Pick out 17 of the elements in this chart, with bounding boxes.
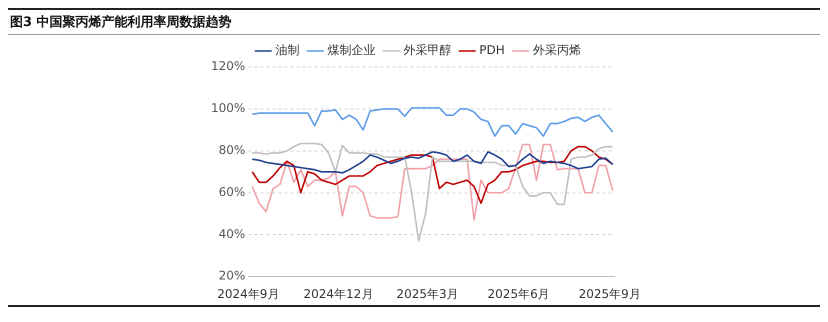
y-tick-label: 120% (210, 59, 246, 74)
y-tick-label: 80% (218, 142, 246, 157)
x-tick-label: 2024年9月 (217, 286, 280, 301)
y-tick-label: 100% (210, 101, 246, 116)
y-tick-label: 60% (218, 184, 246, 199)
y-tick-label: 20% (218, 268, 246, 283)
legend-label: 外采丙烯 (532, 43, 581, 58)
text: 图3 中国聚丙烯产能利用率周数据趋势 (8, 8, 820, 35)
x-tick-label: 2024年12月 (304, 286, 374, 301)
legend-label: 煤制企业 (327, 43, 376, 58)
x-tick-label: 2025年6月 (488, 286, 550, 301)
legend-label: 外采甲醇 (403, 43, 452, 58)
y-tick-label: 40% (218, 226, 246, 241)
x-tick-label: 2025年3月 (396, 286, 459, 301)
legend-label: PDH (479, 43, 505, 58)
x-tick-label: 2025年9月 (578, 286, 641, 301)
legend-label: 油制 (275, 43, 300, 58)
